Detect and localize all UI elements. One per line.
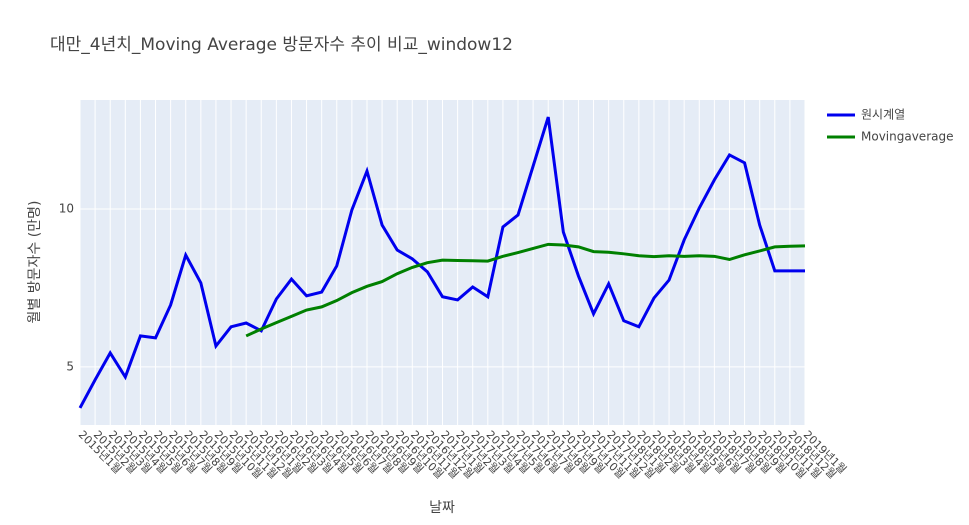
x-axis-label: 날짜 <box>429 500 455 516</box>
labels: 5102015년1월2015년2월2015년3월2015년4월2015년5월20… <box>59 108 954 482</box>
chart-title: 대만_4년치_Moving Average 방문자수 추이 비교_window1… <box>50 35 513 55</box>
legend-label: 원시계열 <box>861 108 905 122</box>
series-line <box>78 116 805 409</box>
lines <box>78 116 806 409</box>
series-line <box>245 242 806 338</box>
y-tick-label: 10 <box>59 201 74 215</box>
y-tick-label: 5 <box>66 359 74 373</box>
grid <box>79 100 806 425</box>
legend-label: Movingaverage <box>861 130 953 144</box>
y-axis-label: 월별 방문자수 (만명) <box>27 201 43 324</box>
